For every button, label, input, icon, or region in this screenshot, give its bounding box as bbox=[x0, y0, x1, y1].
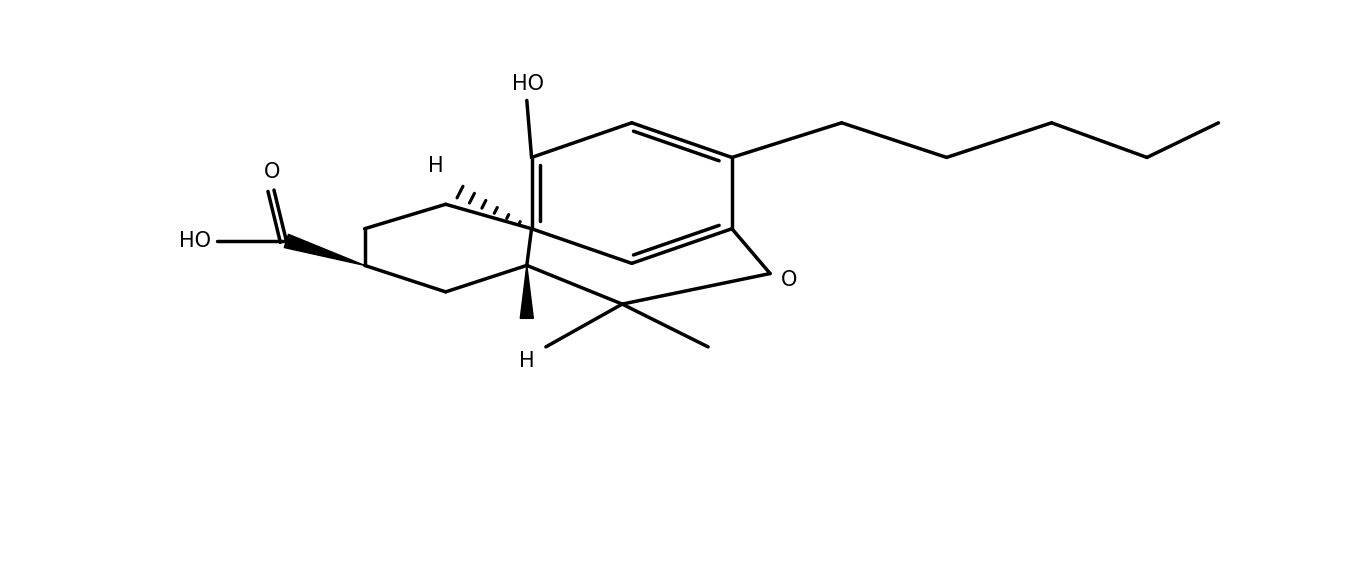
Text: HO: HO bbox=[512, 74, 544, 94]
Polygon shape bbox=[285, 235, 364, 265]
Text: HO: HO bbox=[179, 231, 210, 251]
Text: H: H bbox=[428, 156, 444, 176]
Text: O: O bbox=[781, 269, 797, 290]
Text: H: H bbox=[519, 351, 534, 371]
Polygon shape bbox=[521, 265, 533, 318]
Text: O: O bbox=[264, 162, 281, 182]
